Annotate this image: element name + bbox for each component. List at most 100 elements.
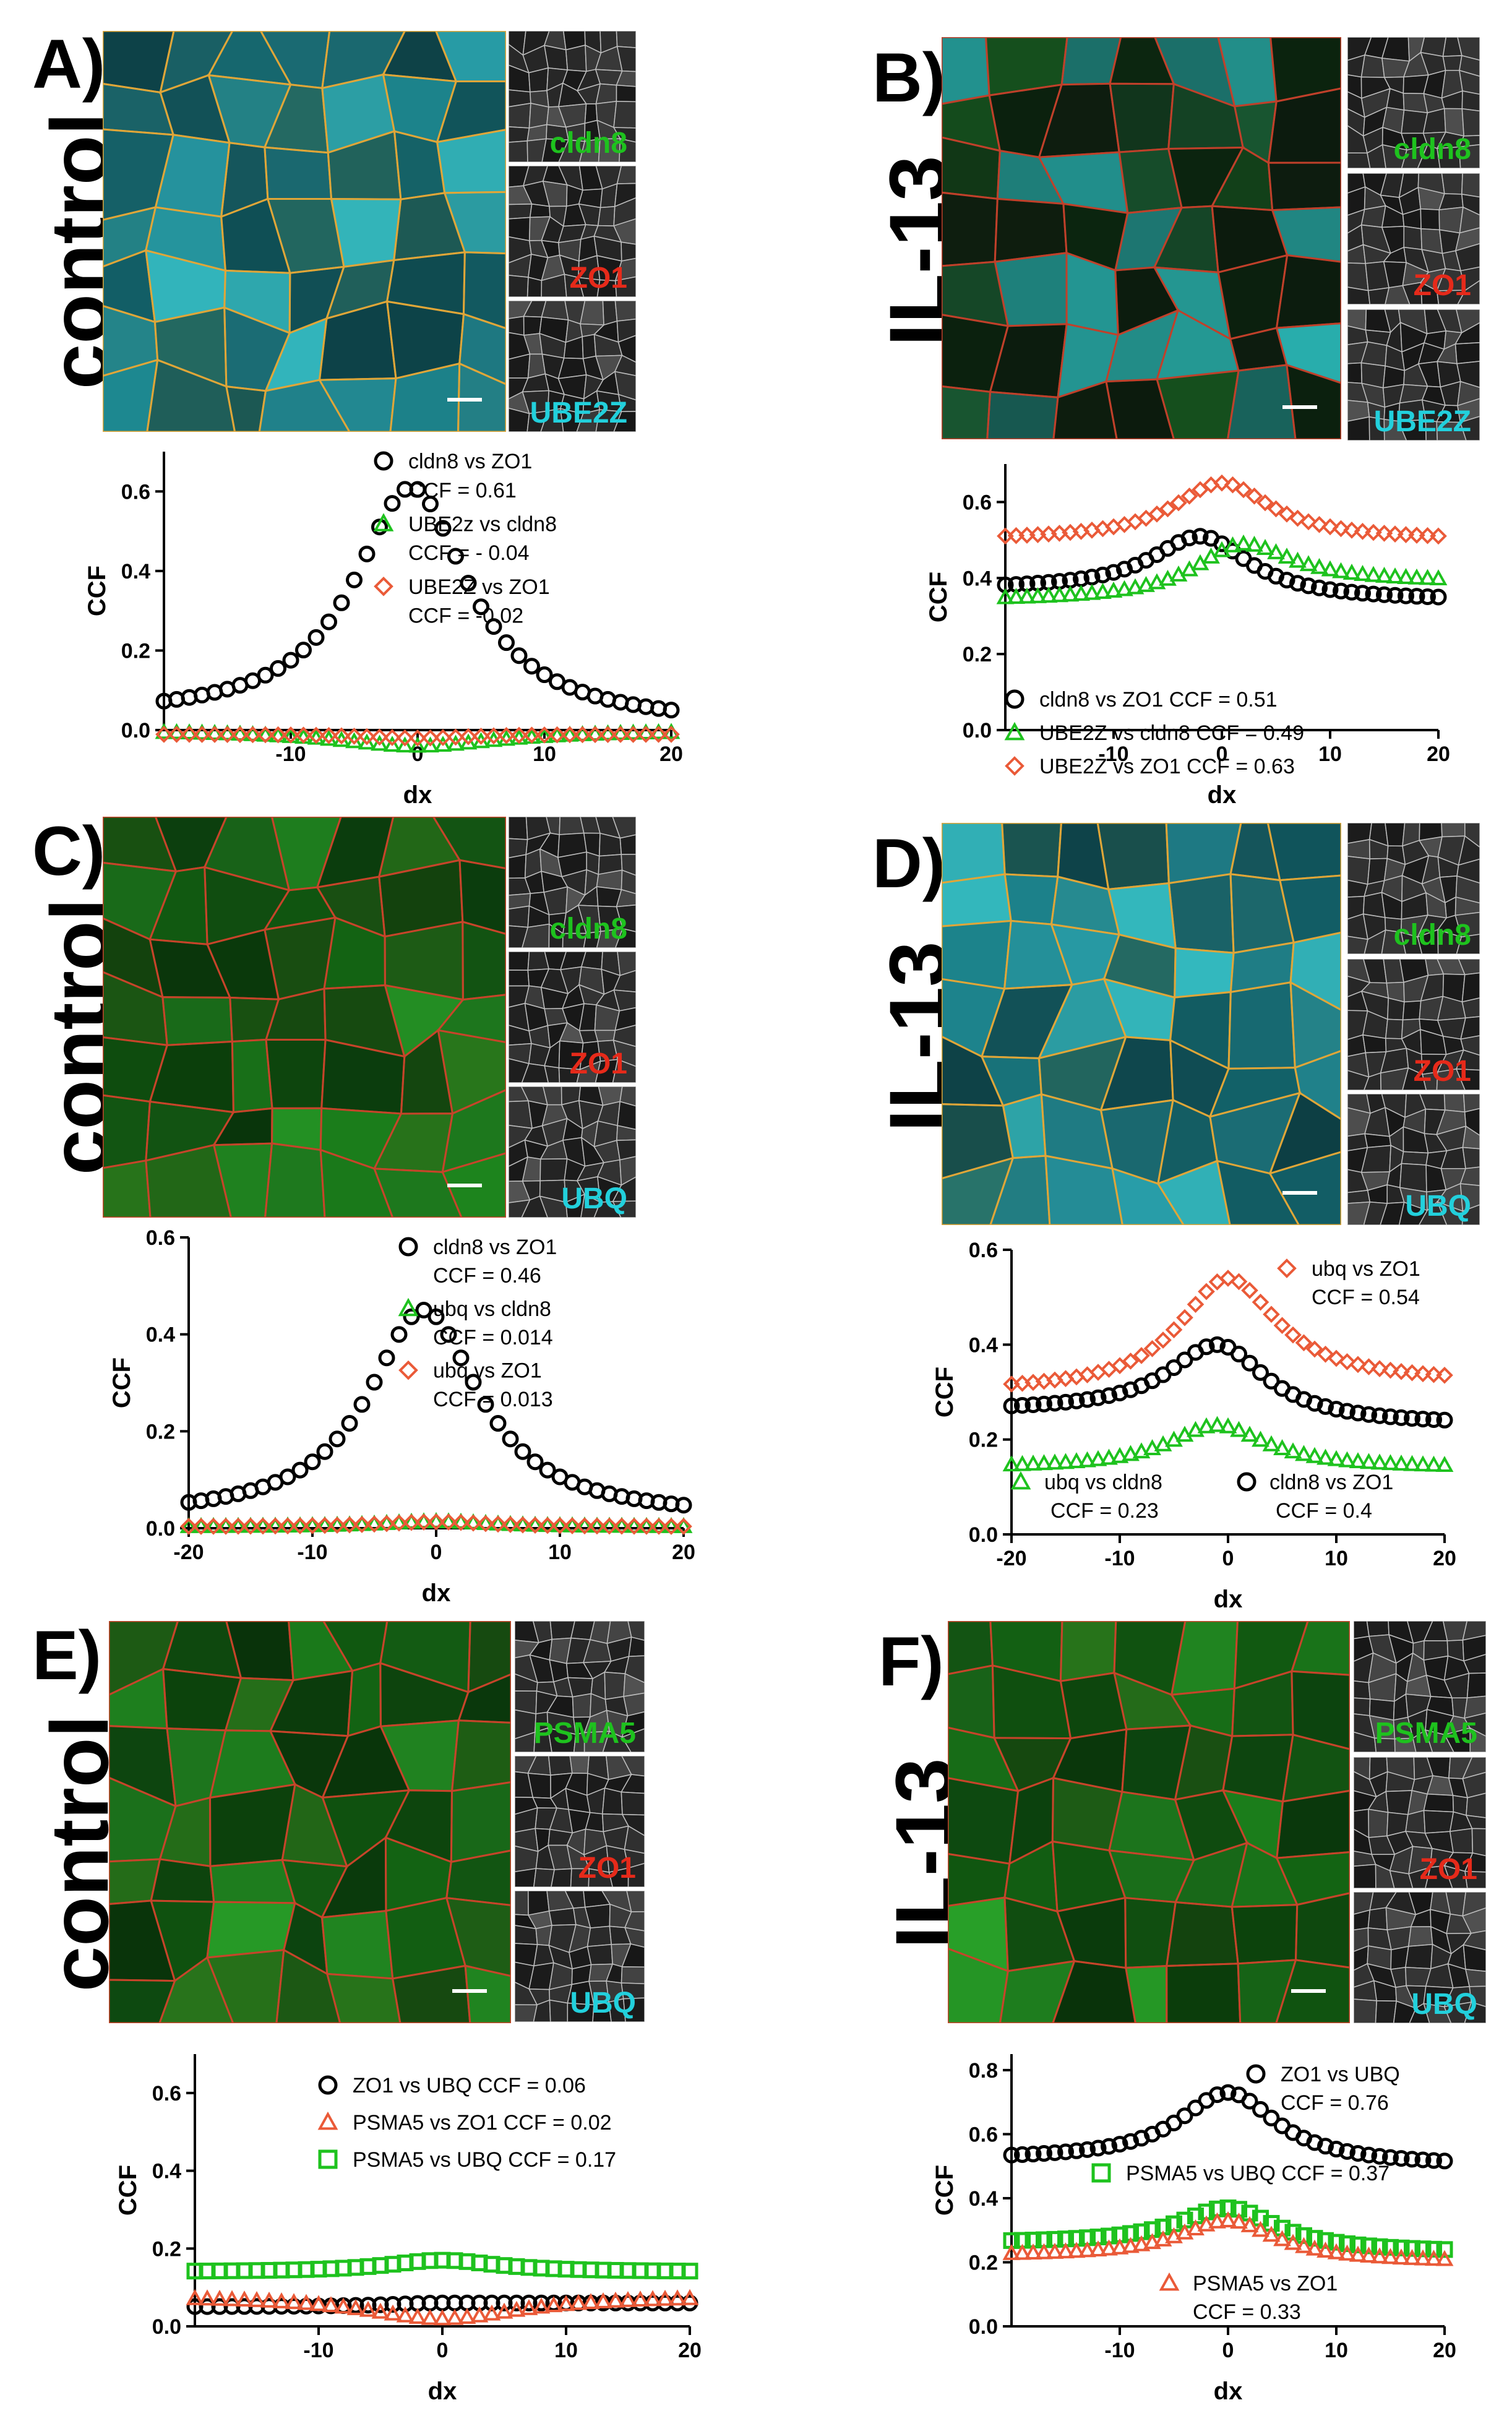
data-point [415, 1513, 432, 1531]
cell [1111, 1167, 1185, 1225]
data-point [1165, 1321, 1183, 1339]
y-axis-label: CCF [931, 1367, 958, 1417]
cell [1275, 254, 1341, 329]
legend-ccf: CCF = 0.76 [1281, 2091, 1389, 2115]
data-point [309, 2295, 328, 2311]
cell [1459, 416, 1480, 441]
cell [942, 191, 999, 267]
data-point [371, 518, 388, 536]
legend-ccf: CCF = 0.013 [433, 1388, 553, 1411]
cell [1360, 205, 1386, 228]
cell [1456, 934, 1480, 954]
data-point [1159, 2272, 1180, 2291]
cell [602, 1731, 632, 1752]
data-point [384, 2304, 402, 2321]
cell [580, 1193, 601, 1218]
scale-bar [1282, 405, 1317, 409]
cell [1464, 2002, 1486, 2023]
cell [543, 45, 569, 71]
data-point [242, 1517, 259, 1535]
data-point [1305, 1447, 1324, 1463]
cell [626, 1891, 645, 1912]
data-point [210, 2289, 229, 2306]
cell [1165, 1901, 1239, 1967]
cell [441, 1088, 506, 1174]
legend-name: PSMA5 vs UBQ CCF = 0.37 [1126, 2162, 1390, 2185]
data-point [1165, 2227, 1183, 2243]
cell [436, 80, 506, 144]
data-point [390, 1326, 408, 1343]
data-point [447, 728, 465, 746]
x-tick-label: 20 [1427, 742, 1450, 766]
cell [539, 1195, 568, 1218]
data-point [650, 1518, 668, 1535]
cell [445, 1849, 511, 1906]
panel-d-thumb-3: UBQ [1347, 1094, 1480, 1225]
data-point [561, 726, 578, 744]
cell [1385, 1790, 1413, 1815]
data-point [586, 726, 604, 744]
cell [161, 996, 233, 1046]
data-point [1277, 1258, 1297, 1278]
y-tick-label: 0.0 [146, 1517, 175, 1541]
cell [948, 1777, 1020, 1865]
cell [613, 100, 636, 129]
cell [616, 46, 636, 72]
cell [1423, 1793, 1454, 1813]
panel-b-thumb-1-label: cldn8 [1393, 133, 1471, 166]
cell [529, 203, 551, 218]
y-tick-label: 0.2 [969, 2251, 998, 2274]
data-point [1252, 1364, 1269, 1381]
cell [619, 834, 636, 855]
cell [1463, 1930, 1486, 1951]
data-point [1115, 580, 1133, 596]
data-point [269, 726, 287, 744]
cell [1457, 381, 1480, 406]
data-point [1343, 583, 1360, 601]
data-point [1370, 1453, 1389, 1470]
y-tick-label: 0.2 [152, 2237, 181, 2261]
data-point [612, 726, 629, 743]
data-point [1256, 494, 1274, 512]
cell [1403, 225, 1422, 251]
data-point [1419, 527, 1437, 544]
cell [1454, 896, 1480, 916]
legend-ccf: CCF = 0.46 [433, 1264, 541, 1288]
data-point [1317, 2242, 1334, 2258]
x-tick-label: 0 [1222, 1547, 1234, 1570]
data-point [1382, 1408, 1399, 1426]
cell [1385, 823, 1406, 847]
data-point [452, 1513, 470, 1531]
cell [621, 1943, 645, 1967]
cell [317, 377, 397, 432]
cell [539, 1158, 568, 1182]
data-point [1068, 2142, 1085, 2159]
panel-b-thumb-2-label: ZO1 [1413, 269, 1471, 302]
data-point [304, 1517, 321, 1534]
data-point [1122, 2237, 1140, 2253]
data-point [1014, 1397, 1031, 1414]
data-point [1392, 2248, 1411, 2265]
cell [467, 1621, 511, 1694]
data-point [1100, 1448, 1118, 1465]
x-tick-label: -10 [303, 2339, 333, 2362]
cell [1462, 1771, 1486, 1799]
series [186, 2251, 698, 2280]
data-point [1403, 1455, 1421, 1471]
cell [565, 45, 587, 72]
cell [1286, 363, 1341, 439]
cell [1443, 1865, 1468, 1888]
cell [462, 920, 506, 1001]
data-point [1327, 2243, 1346, 2260]
data-point [1024, 2146, 1042, 2163]
data-point [1231, 1346, 1247, 1363]
data-point [1263, 2109, 1280, 2126]
data-point [230, 1517, 247, 1535]
data-point [1354, 523, 1372, 540]
data-point [295, 642, 312, 659]
data-point [440, 1326, 457, 1343]
cell [1458, 835, 1480, 866]
data-point [1404, 2151, 1420, 2168]
cell [1464, 1107, 1480, 1137]
cell [1398, 1202, 1428, 1225]
